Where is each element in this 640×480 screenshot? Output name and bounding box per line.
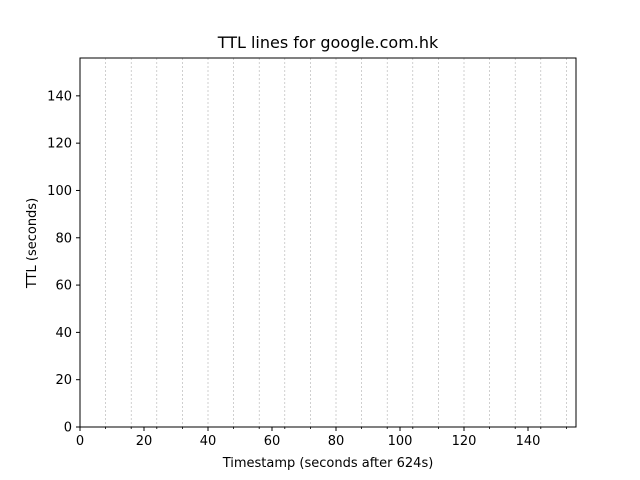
y-axis-ticks: 0 20 40 60 80 100 120 140 bbox=[47, 89, 80, 436]
y-tick-label: 140 bbox=[47, 89, 72, 104]
x-tick-label: 120 bbox=[452, 434, 477, 449]
y-tick-label: 20 bbox=[55, 373, 72, 388]
x-tick-label: 80 bbox=[328, 434, 345, 449]
x-tick-label: 40 bbox=[200, 434, 217, 449]
x-tick-label: 0 bbox=[76, 434, 84, 449]
x-tick-label: 140 bbox=[516, 434, 541, 449]
x-tick-label: 60 bbox=[264, 434, 281, 449]
x-axis-ticks: 0 20 40 60 80 100 120 140 bbox=[76, 427, 541, 449]
grid-layer bbox=[105, 58, 567, 429]
y-tick-label: 60 bbox=[55, 279, 72, 294]
y-tick-label: 0 bbox=[64, 421, 72, 436]
y-axis-label: TTL (seconds) bbox=[25, 198, 40, 289]
y-tick-label: 40 bbox=[55, 326, 72, 341]
plot-area-frame bbox=[79, 57, 577, 428]
y-tick-label: 100 bbox=[47, 184, 72, 199]
y-tick-label: 120 bbox=[47, 137, 72, 152]
x-tick-label: 20 bbox=[136, 434, 153, 449]
x-tick-label: 100 bbox=[388, 434, 413, 449]
chart-title: TTL lines for google.com.hk bbox=[217, 33, 439, 52]
y-tick-label: 80 bbox=[55, 231, 72, 246]
x-axis-label: Timestamp (seconds after 624s) bbox=[222, 456, 434, 471]
